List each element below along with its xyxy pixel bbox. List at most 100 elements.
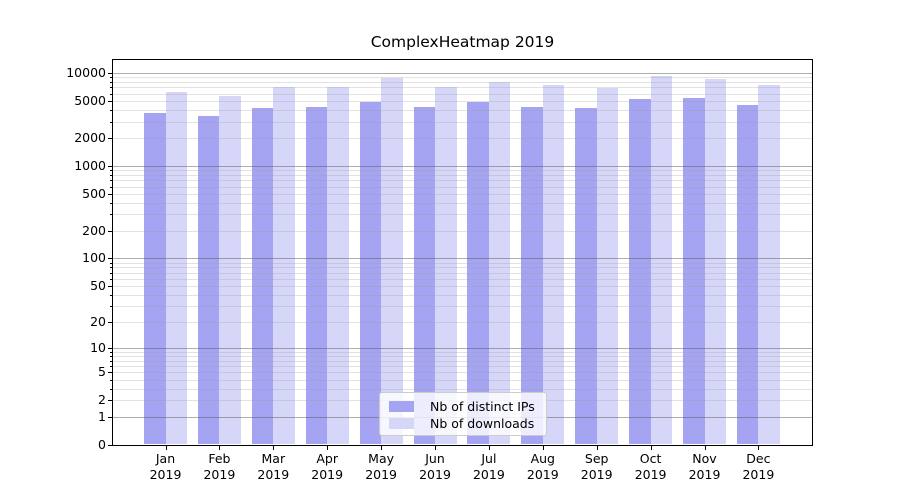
bar-downloads [488, 81, 511, 445]
minor-gridline [113, 372, 812, 374]
minor-gridline [113, 351, 812, 353]
x-tick-label-month: May [368, 451, 395, 466]
bar-downloads [542, 84, 565, 445]
minor-gridline [113, 93, 812, 95]
x-axis-tick [650, 445, 652, 450]
minor-gridline [113, 366, 812, 367]
legend-swatch-distinct-ips-icon [389, 401, 414, 412]
y-axis-minor-tick [110, 351, 112, 353]
minor-gridline [113, 138, 812, 139]
minor-gridline [113, 388, 812, 390]
y-tick-label: 100 [82, 250, 106, 266]
bar-distinct-ips [359, 101, 382, 445]
minor-gridline [113, 262, 812, 264]
x-tick-label-year: 2019 [580, 467, 613, 482]
x-tick-label-year: 2019 [634, 467, 667, 482]
minor-gridline [113, 180, 812, 182]
y-axis-tick [108, 165, 112, 167]
x-axis-tick [327, 445, 329, 450]
y-axis-minor-tick [110, 138, 112, 139]
minor-gridline [113, 272, 812, 274]
minor-gridline [113, 101, 812, 102]
x-axis-tick [488, 445, 490, 450]
bar-downloads [381, 78, 403, 445]
bar-downloads [596, 88, 619, 445]
x-tick-label-month: Apr [316, 451, 338, 466]
y-axis-minor-tick [110, 278, 112, 280]
bar-downloads [219, 95, 241, 445]
y-axis-minor-tick [110, 174, 112, 176]
minor-gridline [113, 77, 812, 79]
bar-distinct-ips [629, 98, 651, 445]
y-tick-label: 5 [98, 364, 106, 380]
minor-gridline [113, 186, 812, 188]
x-tick-label-year: 2019 [526, 467, 559, 482]
bar-distinct-ips [144, 113, 166, 445]
y-tick-label: 1000 [74, 157, 106, 173]
x-axis-tick [219, 445, 221, 450]
x-tick-label-year: 2019 [419, 467, 451, 482]
legend-swatch-downloads-icon [389, 418, 414, 429]
y-axis-minor-tick [110, 214, 112, 216]
y-axis-minor-tick [110, 186, 112, 188]
x-tick-label-month: Feb [208, 451, 231, 466]
x-tick-label: Jun 2019 [405, 451, 465, 483]
y-axis-tick [108, 258, 112, 260]
x-tick-label: May 2019 [351, 451, 411, 483]
y-axis-minor-tick [110, 230, 112, 232]
minor-gridline [113, 110, 812, 111]
y-tick-label: 200 [82, 222, 106, 238]
minor-gridline [113, 87, 812, 89]
minor-gridline [113, 360, 812, 362]
minor-gridline [113, 379, 812, 381]
x-tick-label-month: Dec [746, 451, 771, 466]
x-axis-tick [273, 445, 275, 450]
y-tick-label: 20 [90, 313, 106, 329]
y-axis-tick [108, 444, 112, 446]
x-tick-label-month: Jun [425, 451, 445, 466]
legend-item-distinct-ips: Nb of distinct IPs [389, 398, 546, 415]
y-axis-minor-tick [110, 272, 112, 274]
y-axis-minor-tick [110, 193, 112, 195]
x-tick-label: Oct 2019 [621, 451, 681, 483]
x-axis-tick [435, 445, 436, 450]
legend-label-downloads: Nb of downloads [430, 416, 535, 431]
x-tick-label: Dec 2019 [728, 451, 788, 483]
y-axis-minor-tick [110, 360, 112, 362]
y-axis-minor-tick [110, 202, 112, 204]
bar-distinct-ips [575, 107, 597, 445]
x-tick-label-month: Sep [584, 451, 609, 466]
major-gridline [113, 347, 812, 349]
legend: Nb of distinct IPs Nb of downloads [379, 392, 547, 436]
x-tick-label-month: Jul [481, 451, 497, 466]
y-axis-minor-tick [110, 262, 112, 264]
bar-downloads [273, 87, 295, 445]
x-axis-tick [758, 445, 760, 450]
y-axis-minor-tick [110, 306, 112, 307]
major-gridline [113, 258, 812, 260]
x-tick-label-year: 2019 [257, 467, 290, 482]
y-axis-minor-tick [110, 180, 112, 182]
x-axis-tick [704, 445, 706, 450]
x-axis-tick [542, 445, 544, 450]
x-tick-label-month: Mar [261, 451, 286, 466]
y-tick-label: 1 [98, 408, 106, 424]
y-axis-minor-tick [110, 355, 112, 357]
y-axis-minor-tick [110, 77, 112, 79]
y-axis-minor-tick [110, 372, 112, 374]
major-gridline [113, 165, 812, 167]
y-axis-tick [108, 347, 112, 349]
minor-gridline [113, 306, 812, 307]
bar-downloads [327, 87, 349, 445]
x-tick-label-year: 2019 [472, 467, 505, 482]
x-tick-label-year: 2019 [203, 467, 236, 482]
y-axis-minor-tick [110, 121, 112, 123]
bar-distinct-ips [467, 102, 489, 445]
y-axis-minor-tick [110, 170, 112, 172]
x-tick-label-month: Aug [530, 451, 555, 466]
y-tick-label: 2 [98, 392, 106, 408]
x-tick-label-month: Oct [639, 451, 662, 466]
y-tick-label: 0 [98, 436, 106, 452]
x-tick-label: Sep 2019 [567, 451, 627, 483]
